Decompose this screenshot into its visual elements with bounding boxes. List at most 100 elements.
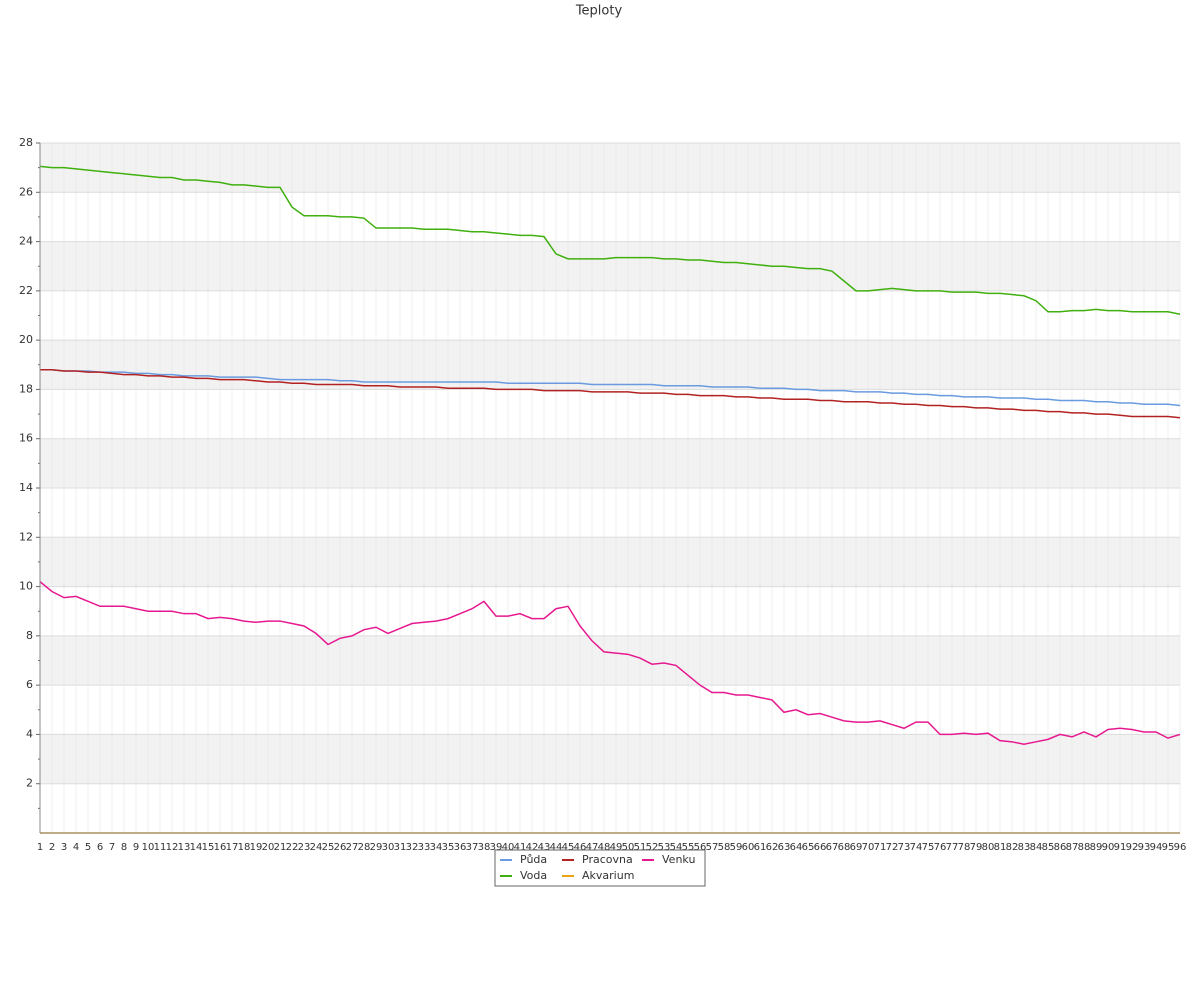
- y-tick-label: 4: [26, 727, 33, 740]
- x-tick-label: 38: [478, 842, 491, 853]
- x-tick-label: 49: [610, 842, 623, 853]
- x-tick-label: 77: [946, 842, 959, 853]
- x-tick-label: 74: [910, 842, 923, 853]
- x-tick-label: 24: [310, 842, 323, 853]
- y-tick-label: 2: [26, 777, 33, 790]
- y-tick-label: 18: [19, 382, 33, 395]
- x-tick-label: 52: [646, 842, 659, 853]
- x-tick-label: 67: [826, 842, 839, 853]
- x-tick-label: 88: [1078, 842, 1091, 853]
- grid-band: [40, 537, 1180, 587]
- x-tick-label: 4: [73, 842, 79, 853]
- series-line: [40, 368, 1181, 407]
- x-tick-label: 82: [1006, 842, 1019, 853]
- x-tick-label: 80: [982, 842, 995, 853]
- y-tick-label: 12: [19, 530, 33, 543]
- x-tick-label: 2: [49, 842, 55, 853]
- y-tick-label: 14: [19, 481, 33, 494]
- x-tick-label: 39: [490, 842, 503, 853]
- grid-band: [40, 340, 1180, 390]
- x-tick-label: 64: [790, 842, 803, 853]
- x-tick-label: 18: [238, 842, 251, 853]
- x-tick-label: 7: [109, 842, 115, 853]
- x-tick-label: 1: [37, 842, 43, 853]
- x-tick-label: 57: [706, 842, 719, 853]
- x-tick-label: 54: [670, 842, 683, 853]
- y-tick-label: 28: [19, 136, 33, 149]
- x-tick-label: 32: [406, 842, 419, 853]
- x-tick-label: 96: [1174, 842, 1187, 853]
- x-tick-label: 62: [766, 842, 779, 853]
- x-tick-label: 26: [334, 842, 347, 853]
- x-tick-label: 34: [430, 842, 443, 853]
- x-tick-label: 68: [838, 842, 851, 853]
- x-tick-label: 33: [418, 842, 431, 853]
- x-tick-label: 31: [394, 842, 407, 853]
- x-tick-label: 95: [1162, 842, 1175, 853]
- y-tick-label: 10: [19, 580, 33, 593]
- x-tick-label: 28: [358, 842, 371, 853]
- x-tick-label: 35: [442, 842, 455, 853]
- x-tick-label: 85: [1042, 842, 1055, 853]
- x-tick-label: 58: [718, 842, 731, 853]
- x-tick-label: 42: [526, 842, 539, 853]
- x-tick-label: 36: [454, 842, 467, 853]
- x-tick-label: 89: [1090, 842, 1103, 853]
- y-tick-label: 16: [19, 432, 33, 445]
- grid-band: [40, 143, 1180, 193]
- legend-label: Voda: [520, 869, 547, 882]
- legend-label: Venku: [662, 853, 695, 866]
- legend-label: Pracovna: [582, 853, 633, 866]
- y-tick-label: 26: [19, 185, 33, 198]
- series-line: [39, 581, 1181, 746]
- x-tick-label: 92: [1126, 842, 1139, 853]
- x-tick-label: 21: [274, 842, 287, 853]
- grid-band: [40, 734, 1180, 784]
- x-tick-label: 60: [742, 842, 755, 853]
- x-tick-label: 72: [886, 842, 899, 853]
- x-tick-label: 10: [142, 842, 155, 853]
- x-tick-label: 37: [466, 842, 479, 853]
- x-tick-label: 59: [730, 842, 743, 853]
- x-tick-label: 27: [346, 842, 359, 853]
- x-tick-label: 50: [622, 842, 635, 853]
- x-tick-label: 69: [850, 842, 863, 853]
- x-tick-label: 76: [934, 842, 947, 853]
- y-tick-label: 24: [19, 235, 33, 248]
- x-tick-label: 12: [166, 842, 179, 853]
- legend-label: Akvarium: [582, 869, 634, 882]
- x-tick-label: 81: [994, 842, 1007, 853]
- x-tick-label: 16: [214, 842, 227, 853]
- x-tick-label: 90: [1102, 842, 1115, 853]
- x-tick-label: 43: [538, 842, 551, 853]
- x-tick-label: 83: [1018, 842, 1031, 853]
- x-tick-label: 9: [133, 842, 139, 853]
- legend-label: Půda: [520, 853, 547, 866]
- x-tick-label: 44: [550, 842, 563, 853]
- x-tick-label: 8: [121, 842, 127, 853]
- x-tick-label: 73: [898, 842, 911, 853]
- x-tick-label: 22: [286, 842, 299, 853]
- x-tick-label: 84: [1030, 842, 1043, 853]
- x-tick-label: 61: [754, 842, 767, 853]
- x-tick-label: 63: [778, 842, 791, 853]
- x-tick-label: 70: [862, 842, 875, 853]
- x-tick-label: 66: [814, 842, 827, 853]
- x-tick-label: 48: [598, 842, 611, 853]
- x-tick-label: 75: [922, 842, 935, 853]
- x-tick-label: 78: [958, 842, 971, 853]
- x-tick-label: 11: [154, 842, 167, 853]
- x-tick-label: 5: [85, 842, 91, 853]
- x-tick-label: 19: [250, 842, 263, 853]
- x-tick-label: 14: [190, 842, 203, 853]
- x-tick-label: 6: [97, 842, 103, 853]
- x-tick-label: 53: [658, 842, 671, 853]
- series-line: [39, 165, 1181, 316]
- x-tick-label: 25: [322, 842, 335, 853]
- x-tick-label: 51: [634, 842, 647, 853]
- x-tick-label: 93: [1138, 842, 1151, 853]
- x-tick-label: 47: [586, 842, 599, 853]
- x-tick-label: 94: [1150, 842, 1163, 853]
- x-tick-label: 86: [1054, 842, 1067, 853]
